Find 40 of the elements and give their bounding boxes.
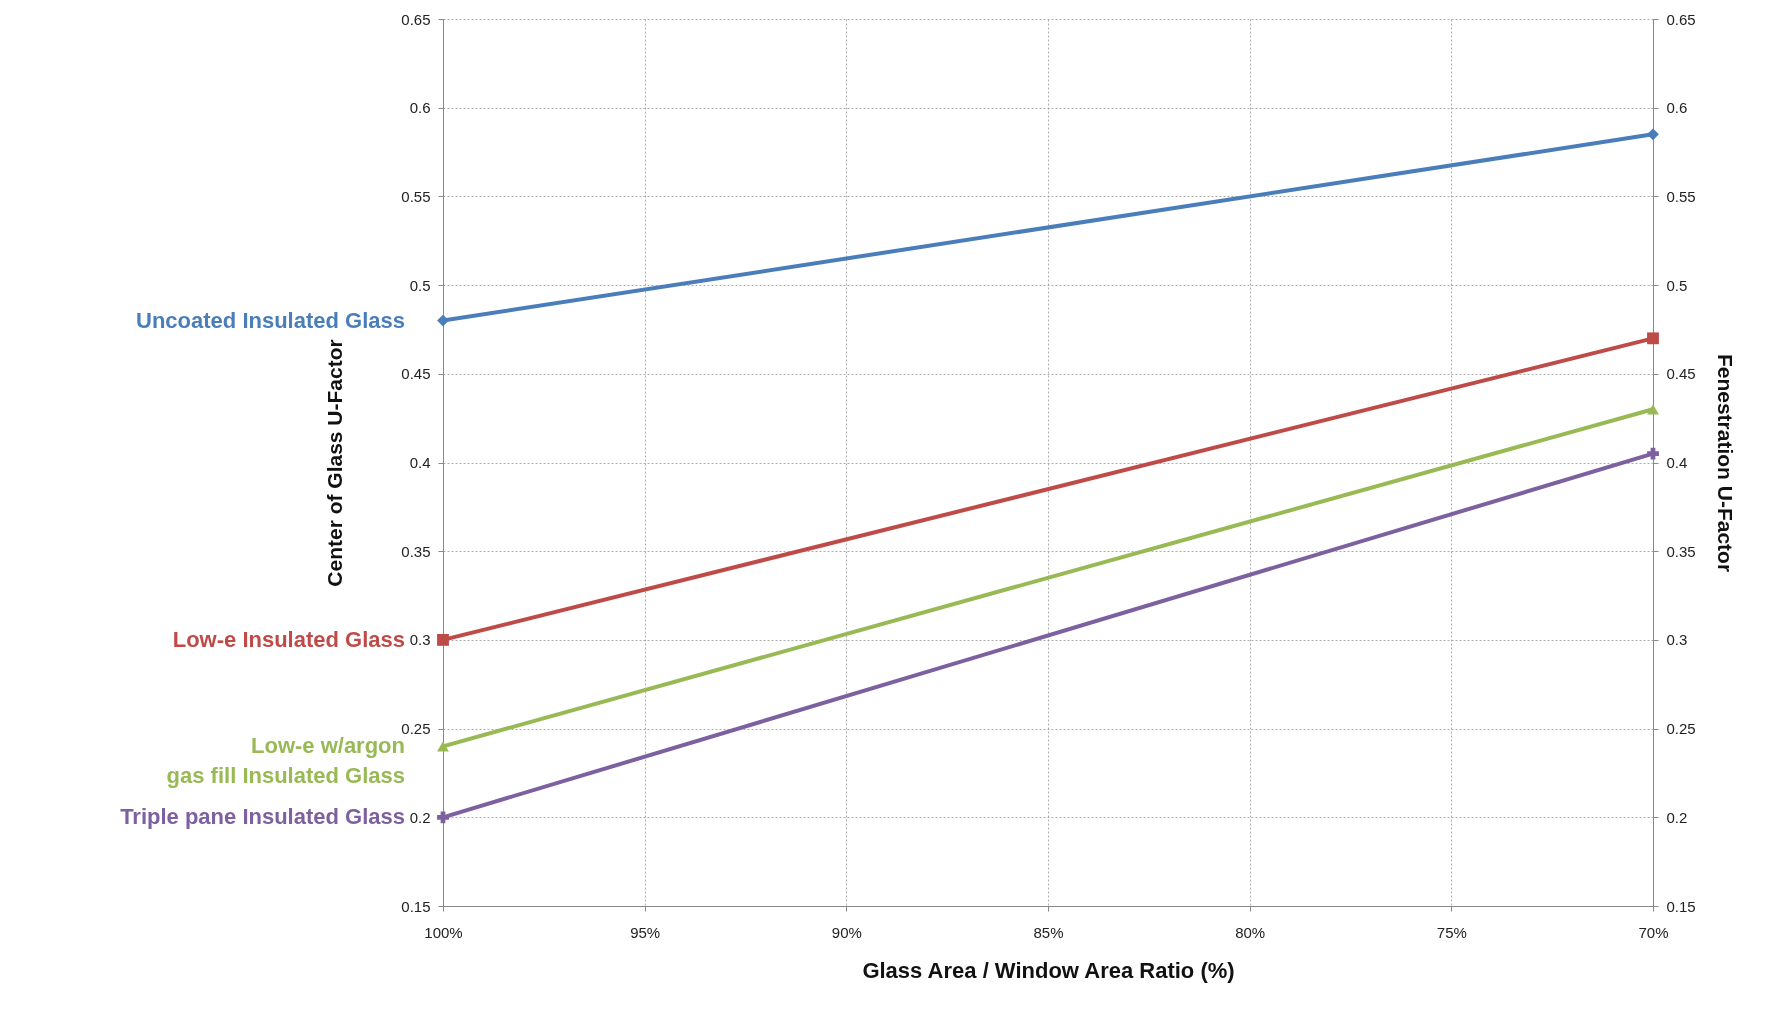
y2-tick-label: 0.4	[1666, 454, 1688, 471]
point	[1647, 332, 1659, 345]
y2-tick-label: 0.6	[1666, 99, 1688, 117]
series-label: Uncoated Insulated Glass	[136, 307, 405, 333]
y2-axis-title: Fenestration U-Factor	[1713, 353, 1737, 573]
x-tick-label: 95%	[630, 923, 661, 941]
point	[437, 811, 449, 824]
y-tick-label: 0.45	[401, 365, 431, 383]
x-tick-label: 80%	[1235, 923, 1266, 941]
y-tick-label: 0.55	[401, 187, 431, 205]
y-axis-title: Center of Glass U-Factor	[323, 339, 347, 587]
series-label: Triple pane Insulated Glass	[120, 804, 405, 830]
y2-tick-label: 0.25	[1666, 720, 1696, 738]
x-tick-label: 100%	[424, 923, 463, 941]
series-label: Low-e Insulated Glass	[172, 626, 405, 652]
y2-tick-label: 0.15	[1666, 897, 1696, 915]
y-tick-label: 0.2	[409, 808, 431, 826]
y2-tick-label: 0.3	[1666, 631, 1688, 649]
y2-tick-label: 0.55	[1666, 187, 1696, 205]
y-tick-label: 0.3	[409, 631, 431, 649]
x-tick-label: 90%	[831, 923, 862, 941]
x-tick-label: 75%	[1436, 923, 1467, 941]
y2-tick-label: 0.65	[1666, 10, 1696, 28]
y-tick-label: 0.65	[401, 10, 431, 28]
y2-tick-label: 0.5	[1666, 276, 1688, 294]
point	[1647, 128, 1659, 141]
x-tick-label: 85%	[1033, 923, 1064, 941]
point	[437, 314, 449, 327]
point	[437, 633, 449, 646]
y-tick-label: 0.6	[409, 99, 431, 117]
y-tick-label: 0.5	[409, 276, 431, 294]
y-tick-label: 0.35	[401, 542, 431, 560]
y-tick-label: 0.4	[409, 454, 431, 471]
y2-tick-label: 0.2	[1666, 808, 1688, 826]
x-axis-title: Glass Area / Window Area Ratio (%)	[862, 957, 1235, 983]
y-tick-label: 0.15	[401, 897, 431, 915]
point	[1647, 447, 1659, 460]
y2-tick-label: 0.45	[1666, 365, 1696, 383]
y2-tick-label: 0.35	[1666, 542, 1696, 560]
x-tick-label: 70%	[1638, 923, 1669, 941]
